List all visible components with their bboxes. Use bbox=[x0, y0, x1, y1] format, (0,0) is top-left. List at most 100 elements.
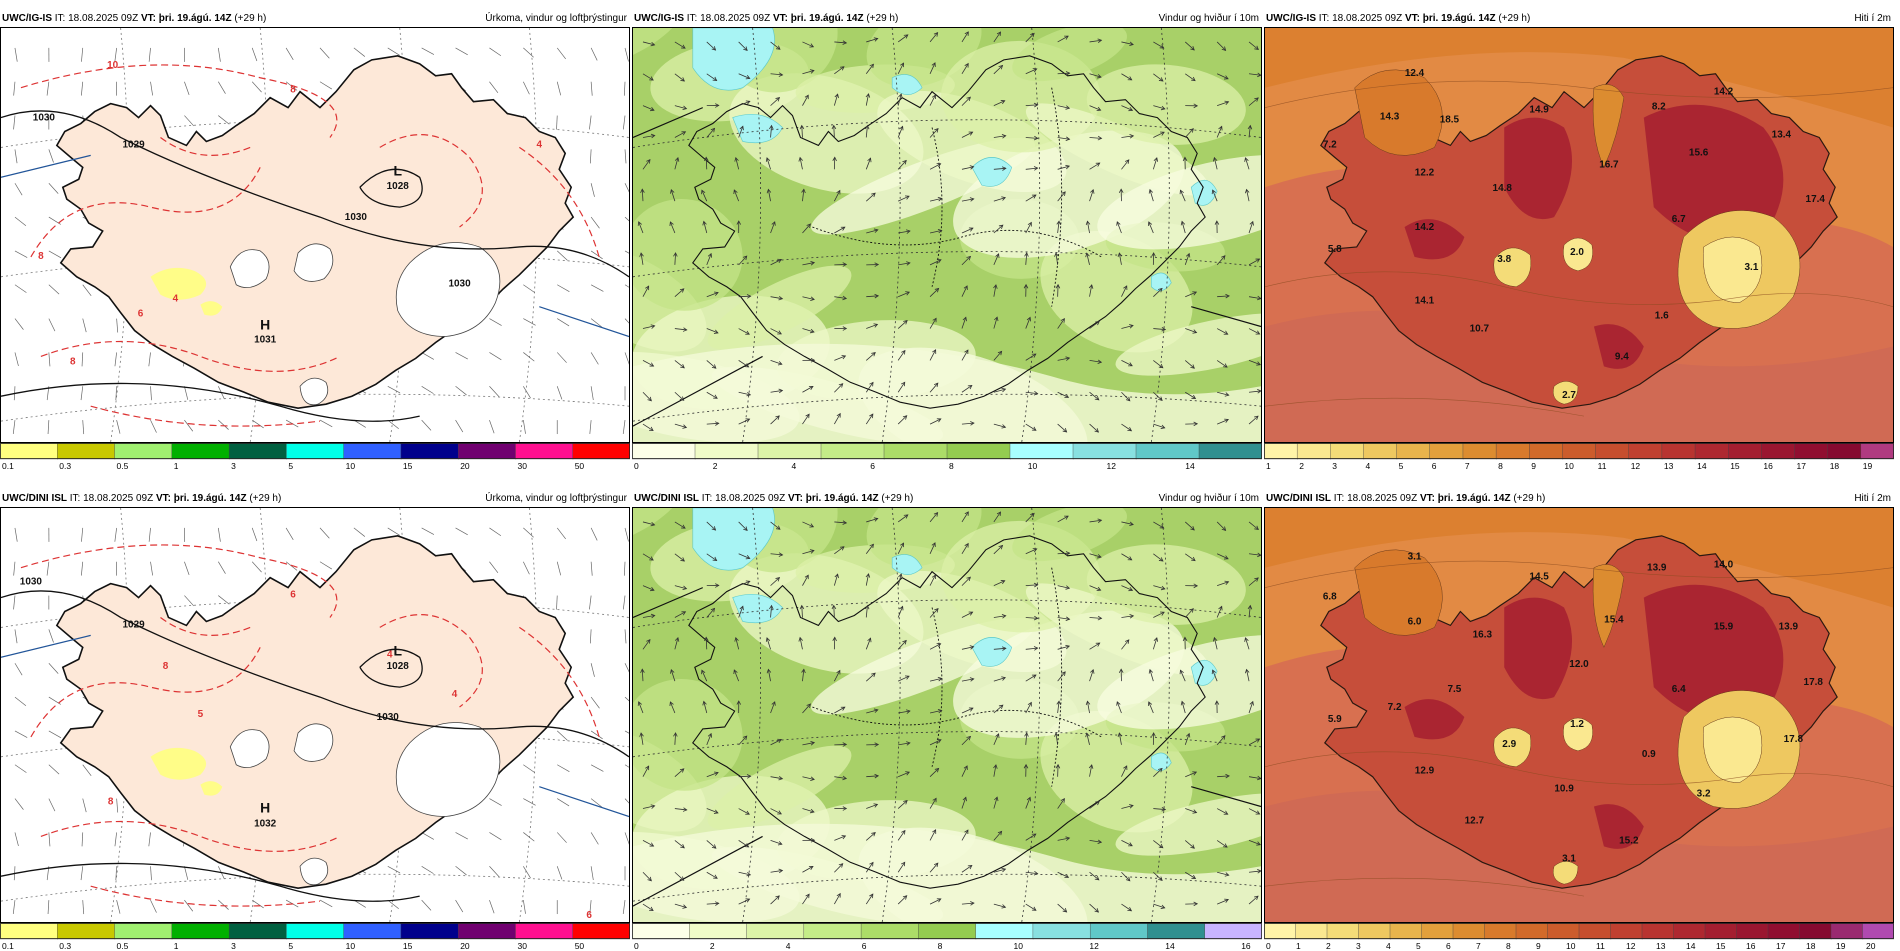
temperature-value: 16.7 bbox=[1599, 159, 1619, 170]
model-name: UWC/IG-IS bbox=[2, 13, 52, 24]
colorbar-tick: 8 bbox=[1498, 461, 1503, 471]
colorbar-swatch bbox=[1363, 443, 1397, 459]
isobar-label: 1030 bbox=[448, 279, 471, 290]
init-time: 18.08.2025 09Z bbox=[715, 493, 785, 504]
temperature-value: 12.0 bbox=[1569, 659, 1589, 670]
lead-time: (+29 h) bbox=[234, 13, 266, 24]
temperature-value: 12.2 bbox=[1415, 167, 1435, 178]
isobar-label: 1030 bbox=[20, 577, 43, 588]
run-info: UWC/DINI ISL IT: 18.08.2025 09Z VT: þri.… bbox=[2, 491, 281, 507]
map-panel: UWC/IG-IS IT: 18.08.2025 09Z VT: þri. 19… bbox=[632, 11, 1262, 471]
lead-time: (+29 h) bbox=[249, 493, 281, 504]
colorbar-swatch bbox=[1264, 443, 1298, 459]
valid-time: þri. 19.ágú. 14Z bbox=[1438, 493, 1511, 504]
it-label: IT: bbox=[702, 493, 713, 504]
colorbar-swatch bbox=[1674, 923, 1706, 939]
colorbar-swatch bbox=[1359, 923, 1391, 939]
isobar-label: 1029 bbox=[122, 619, 145, 630]
colorbar-tick: 12 bbox=[1631, 461, 1641, 471]
colorbar-swatch bbox=[344, 923, 402, 939]
colorbar-tick: 16 bbox=[1763, 461, 1773, 471]
temperature-value: 14.9 bbox=[1529, 105, 1549, 116]
colorbar-swatch bbox=[229, 443, 287, 459]
colorbar-swatch bbox=[1147, 923, 1205, 939]
isobar-label: 1029 bbox=[122, 139, 145, 150]
colorbar-swatch bbox=[1090, 923, 1148, 939]
temperature-value: 12.4 bbox=[1405, 68, 1425, 79]
temperature-value: 15.4 bbox=[1604, 614, 1624, 625]
colorbar-swatch bbox=[1529, 443, 1563, 459]
temperature-value: 6.4 bbox=[1672, 684, 1686, 695]
run-info: UWC/DINI ISL IT: 18.08.2025 09Z VT: þri.… bbox=[634, 491, 913, 507]
colorbar-swatch bbox=[1330, 443, 1364, 459]
map-panel: UWC/IG-IS IT: 18.08.2025 09Z VT: þri. 19… bbox=[1264, 11, 1894, 471]
colorbar-swatch bbox=[0, 443, 58, 459]
colorbar-tick: 0 bbox=[634, 461, 639, 471]
colorbar-tick: 17 bbox=[1797, 461, 1807, 471]
colorbar-swatch bbox=[689, 923, 747, 939]
panel-header: UWC/IG-IS IT: 18.08.2025 09Z VT: þri. 19… bbox=[632, 11, 1262, 27]
temperature-value: 14.8 bbox=[1493, 183, 1513, 194]
panel-title: Úrkoma, vindur og loftþrýstingur bbox=[485, 11, 627, 27]
panel-header: UWC/DINI ISL IT: 18.08.2025 09Z VT: þri.… bbox=[632, 491, 1262, 507]
colorbar-tick: 11 bbox=[1598, 461, 1607, 471]
temperature-value: 3.1 bbox=[1745, 262, 1759, 273]
colorbar-swatch bbox=[0, 923, 58, 939]
temperature-value: 2.0 bbox=[1570, 247, 1584, 258]
it-label: IT: bbox=[1334, 493, 1345, 504]
colorbar-tick: 6 bbox=[870, 461, 875, 471]
wind-map bbox=[632, 507, 1262, 923]
colorbar-tick: 30 bbox=[518, 461, 528, 471]
temperature-label: 4 bbox=[387, 649, 393, 660]
isobar-label: 1032 bbox=[254, 818, 277, 829]
temperature-value: 14.2 bbox=[1415, 222, 1435, 233]
run-info: UWC/IG-IS IT: 18.08.2025 09Z VT: þri. 19… bbox=[2, 11, 266, 27]
model-name: UWC/DINI ISL bbox=[1266, 493, 1331, 504]
vt-label: VT: bbox=[788, 493, 803, 504]
colorbar-swatch bbox=[1611, 923, 1643, 939]
temperature-value: 7.2 bbox=[1323, 139, 1337, 150]
colorbar-tick: 3 bbox=[231, 461, 236, 471]
colorbar-tick: 8 bbox=[949, 461, 954, 471]
colorbar-tick: 1 bbox=[1266, 461, 1271, 471]
temperature-value: 6.0 bbox=[1408, 616, 1422, 627]
colorbar-tick: 4 bbox=[792, 461, 797, 471]
colorbar-swatch bbox=[1861, 443, 1894, 459]
run-info: UWC/IG-IS IT: 18.08.2025 09Z VT: þri. 19… bbox=[1266, 11, 1530, 27]
colorbar-tick: 15 bbox=[1730, 461, 1740, 471]
temperature-value: 18.5 bbox=[1440, 115, 1460, 126]
temperature-value: 7.5 bbox=[1447, 684, 1461, 695]
temperature-value: 6.8 bbox=[1323, 592, 1337, 603]
colorbar-swatch bbox=[804, 923, 862, 939]
init-time: 18.08.2025 09Z bbox=[1332, 13, 1402, 24]
vt-label: VT: bbox=[1420, 493, 1435, 504]
panel-header: UWC/DINI ISL IT: 18.08.2025 09Z VT: þri.… bbox=[1264, 491, 1894, 507]
colorbar-swatch bbox=[976, 923, 1034, 939]
colorbar-tick: 13 bbox=[1664, 461, 1674, 471]
pressure-center: H bbox=[260, 317, 270, 333]
temperature-value: 2.9 bbox=[1502, 739, 1516, 750]
colorbar-swatch bbox=[1496, 443, 1530, 459]
colorbar-swatch bbox=[1562, 443, 1596, 459]
panel-header: UWC/IG-IS IT: 18.08.2025 09Z VT: þri. 19… bbox=[1264, 11, 1894, 27]
pressure-center: H bbox=[260, 800, 270, 816]
temperature-label: 8 bbox=[163, 661, 169, 672]
colorbar-tick: 50 bbox=[575, 461, 585, 471]
colorbar-tick: 0.3 bbox=[59, 461, 71, 471]
map-panel: UWC/IG-IS IT: 18.08.2025 09Z VT: þri. 19… bbox=[0, 11, 630, 471]
temperature-value: 8.2 bbox=[1652, 102, 1666, 113]
init-time: 18.08.2025 09Z bbox=[700, 13, 770, 24]
temperature-value: 15.2 bbox=[1619, 835, 1639, 846]
panel-title: Hiti í 2m bbox=[1854, 11, 1891, 27]
temperature-label: 5 bbox=[198, 709, 204, 720]
colorbar-swatch bbox=[1579, 923, 1611, 939]
temperature-value: 14.2 bbox=[1714, 87, 1734, 98]
lead-time: (+29 h) bbox=[1498, 13, 1530, 24]
temperature-value: 14.3 bbox=[1380, 112, 1400, 123]
colorbar-swatch bbox=[1828, 443, 1862, 459]
colorbar-tick: 10 bbox=[1564, 461, 1574, 471]
colorbar-tick: 10 bbox=[346, 461, 356, 471]
